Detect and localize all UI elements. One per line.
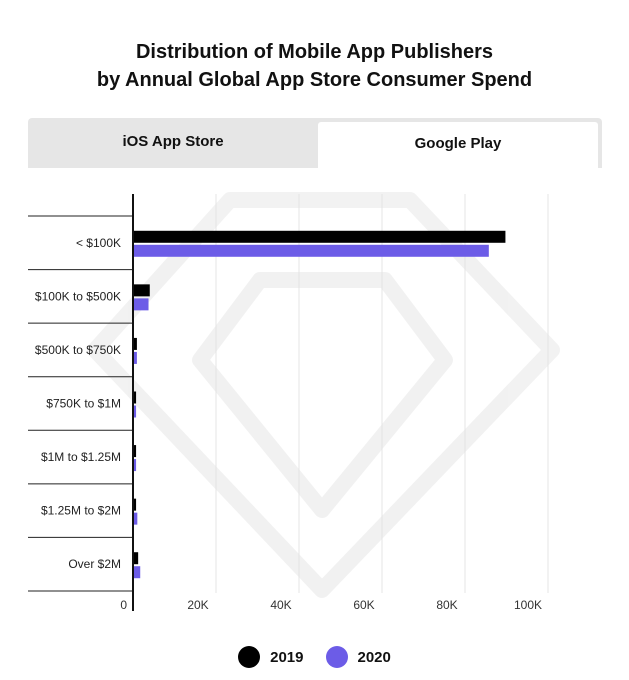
category-label: $100K to $500K	[35, 289, 121, 303]
category-label: Over $2M	[68, 557, 121, 571]
legend-item-2020[interactable]: 2020	[325, 646, 391, 668]
bar-2020-4[interactable]	[134, 459, 137, 472]
legend-item-2019[interactable]: 2019	[238, 646, 304, 668]
tab-google-play[interactable]: Google Play	[318, 122, 598, 168]
x-tick-label: 20K	[187, 598, 208, 612]
bar-chart: < $100K $100K to $500K $500K to $750K $750K…	[28, 192, 560, 612]
legend-dot-2019	[238, 646, 261, 668]
x-tick-label: 80K	[436, 598, 457, 612]
chart-title-line-1: Distribution of Mobile App Publishers	[135, 41, 494, 63]
legend: 2019 2020	[0, 644, 629, 670]
bar-2020-5[interactable]	[134, 512, 138, 525]
x-tick-label: 100K	[514, 598, 542, 612]
legend-dot-2020	[325, 646, 348, 668]
store-tab-bar: iOS App Store Google Play	[28, 118, 602, 168]
x-tick-label: 60K	[353, 598, 374, 612]
category-label: < $100K	[76, 236, 121, 250]
legend-label-2019: 2019	[270, 648, 304, 666]
bar-2019-5[interactable]	[134, 498, 137, 511]
category-label: $750K to $1M	[46, 397, 121, 411]
bar-2020-2[interactable]	[134, 351, 137, 364]
tab-bar-edge	[598, 122, 602, 168]
bars	[134, 230, 506, 579]
tab-ios-app-store[interactable]: iOS App Store	[122, 133, 224, 150]
gridlines	[215, 194, 549, 593]
category-label: $1.25M to $2M	[41, 504, 121, 518]
bar-2019-6[interactable]	[134, 552, 139, 565]
watermark-diamond-logo	[87, 192, 560, 598]
bar-2019-3[interactable]	[134, 391, 137, 404]
bar-2019-2[interactable]	[134, 337, 137, 350]
category-label: $500K to $750K	[35, 343, 121, 357]
bar-2020-1[interactable]	[134, 298, 149, 311]
chart-title-line-2: by Annual Global App Store Consumer Spen…	[96, 69, 533, 91]
bar-2020-0[interactable]	[134, 244, 489, 257]
x-tick-label: 0	[120, 598, 127, 612]
bar-2020-3[interactable]	[134, 405, 137, 418]
bar-2019-0[interactable]	[134, 230, 506, 243]
x-tick-label: 40K	[270, 598, 291, 612]
category-axis: < $100K $100K to $500K $500K to $750K $750K…	[28, 194, 134, 611]
bar-2019-1[interactable]	[134, 284, 150, 297]
chart-title: Distribution of Mobile App Publishers by…	[0, 38, 629, 94]
category-label: $1M to $1.25M	[41, 450, 121, 464]
legend-label-2020: 2020	[357, 648, 391, 666]
bar-2019-4[interactable]	[134, 445, 137, 458]
bar-2020-6[interactable]	[134, 566, 141, 579]
x-axis: 0 20K 40K 60K 80K 100K	[120, 598, 542, 612]
